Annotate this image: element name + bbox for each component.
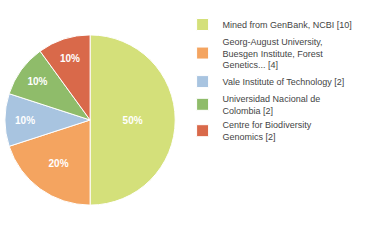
svg-text:10%: 10% [15, 115, 35, 126]
svg-text:10%: 10% [60, 53, 80, 64]
svg-text:Universidad Nacional deColombi: Universidad Nacional deColombia [2] [223, 94, 321, 116]
svg-text:Vale Institute of Technology [: Vale Institute of Technology [2] [223, 77, 345, 87]
svg-text:Georg-August University,Buesge: Georg-August University,Buesgen Institut… [223, 37, 324, 70]
svg-text:10%: 10% [27, 76, 47, 87]
svg-text:Centre for BiodiversityGenomic: Centre for BiodiversityGenomics [2] [223, 120, 312, 142]
svg-text:20%: 20% [49, 158, 69, 169]
svg-text:Mined from GenBank, NCBI [10]: Mined from GenBank, NCBI [10] [223, 20, 352, 30]
svg-text:50%: 50% [123, 115, 143, 126]
